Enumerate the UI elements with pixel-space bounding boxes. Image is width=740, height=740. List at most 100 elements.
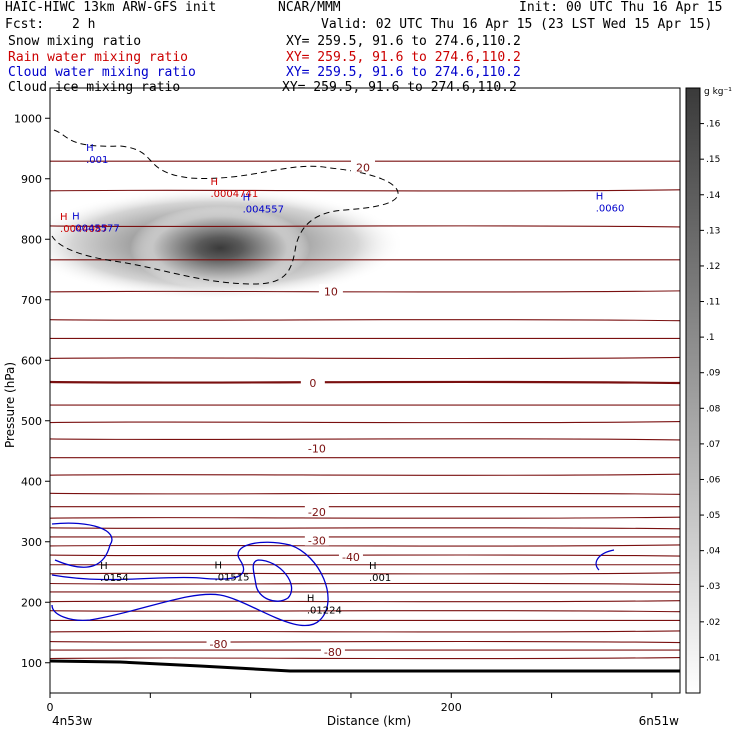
y-tick-label: 900 (21, 173, 42, 186)
isotherm-line (50, 544, 680, 547)
max-value-label: .0060 (596, 203, 625, 214)
isotherm-line (50, 189, 680, 192)
isotherm-line (50, 527, 680, 530)
max-marker: H (596, 191, 604, 202)
colorbar-tick-label: .07 (706, 440, 720, 450)
colorbar-tick-label: .01 (706, 653, 720, 663)
field-xy-cloud-water: XY= 259.5, 91.6 to 274.6,110.2 (286, 65, 521, 80)
colorbar-tick-label: .11 (706, 298, 720, 308)
isotherm-label: -30 (308, 535, 326, 548)
colorbar-ticks: .01 .02 .03 .04 .05 .06 .07 .08 .09 .1 .11 .12 .13 .1… (700, 120, 721, 663)
isotherm-line (50, 610, 680, 613)
temperature-contours (50, 160, 680, 660)
max-value-label: .0044087 (60, 224, 108, 235)
colorbar-tick-label: .02 (706, 618, 720, 628)
isotherm-line (50, 656, 680, 660)
x-axis-label: Distance (km) (327, 714, 411, 728)
colorbar-tick-label: .08 (706, 404, 721, 414)
isotherm-line (50, 356, 680, 360)
max-value-label: .001 (369, 573, 391, 584)
isotherm-line (50, 290, 680, 293)
isotherm-label: -10 (308, 443, 326, 456)
max-marker: H (211, 177, 219, 188)
isotherm-label-bg (304, 441, 329, 454)
isotherm-line (50, 600, 680, 603)
fcst-value: 2 h (72, 17, 96, 32)
x-end-label: 6n51w (639, 714, 680, 728)
isotherm-line (50, 582, 680, 586)
terrain-surface (50, 659, 680, 673)
max-marker: H (369, 561, 377, 572)
title-left: HAIC-HIWC 13km ARW-GFS init (5, 0, 217, 15)
max-marker: H (243, 193, 251, 204)
colorbar-tick-label: .09 (706, 369, 721, 379)
contour-annotations: -80-80-40-30-20-1001020H.0154H.01515H.01… (60, 143, 624, 659)
max-marker: H (60, 212, 68, 223)
field-label-rain: Rain water mixing ratio (8, 50, 189, 65)
max-value-label: .01224 (307, 606, 342, 617)
isotherm-label-bg (350, 160, 375, 173)
isotherm-line (50, 421, 680, 424)
cloud-ice-contour (51, 129, 399, 285)
y-tick-label: 300 (21, 536, 42, 549)
isotherm-line (50, 516, 680, 519)
isotherm-line (50, 572, 680, 575)
isotherm-label: 20 (356, 161, 370, 174)
y-tick-label: 800 (21, 233, 42, 246)
max-marker: H (100, 561, 108, 572)
valid-time: Valid: 02 UTC Thu 16 Apr 15 (23 LST Wed … (321, 17, 713, 32)
isotherm-line (50, 640, 680, 644)
y-tick-label: 600 (21, 354, 42, 367)
colorbar-tick-label: .03 (706, 582, 720, 592)
isotherm-label-bg (206, 636, 231, 649)
isotherm-line (50, 630, 680, 633)
isotherm-line (50, 492, 680, 495)
isotherm-label-bg (318, 284, 343, 297)
y-axis-label: Pressure (hPa) (3, 362, 17, 448)
field-label-cloud-water: Cloud water mixing ratio (8, 65, 196, 80)
x-tick-label: 0 (47, 701, 54, 714)
y-tick-label: 500 (21, 415, 42, 428)
field-xy-snow: XY= 259.5, 91.6 to 274.6,110.2 (286, 34, 521, 49)
isotherm-line (50, 438, 680, 441)
max-marker: H (307, 594, 315, 605)
isotherm-label: -40 (342, 551, 360, 564)
org-label: NCAR/MMM (278, 0, 341, 15)
isotherm-label: -20 (308, 506, 326, 519)
max-marker: H (215, 560, 223, 571)
cloud-water-contour-1 (51, 522, 113, 568)
isotherm-line (50, 225, 680, 228)
colorbar-tick-label: .13 (706, 226, 720, 236)
y-tick-label: 700 (21, 294, 42, 307)
x-start-label: 4n53w (52, 714, 93, 728)
y-tick-label: 100 (21, 657, 42, 670)
y-axis: 100 200 300 400 500 600 700 800 900 1000 (14, 112, 50, 670)
max-marker: H (72, 211, 80, 222)
isotherm-line (50, 380, 680, 385)
colorbar (685, 87, 701, 694)
field-label-snow: Snow mixing ratio (8, 34, 142, 49)
cloud-water-contour-3 (252, 559, 293, 602)
y-tick-label: 400 (21, 475, 42, 488)
colorbar-tick-label: .1 (706, 333, 715, 343)
isotherm-line (50, 473, 680, 476)
colorbar-unit: g kg⁻¹ (704, 87, 732, 97)
fcst-label: Fcst: (5, 17, 45, 32)
isotherm-label-bg (304, 533, 329, 546)
colorbar-tick-label: .12 (706, 262, 720, 272)
isotherm-label-bg (304, 505, 329, 518)
init-time: Init: 00 UTC Thu 16 Apr 15 (519, 0, 723, 15)
max-value-label: .0004741 (211, 189, 259, 200)
cloud-water-contour-right (595, 549, 615, 571)
max-value-label: .0154 (100, 573, 129, 584)
max-value-label: .001 (86, 155, 108, 166)
colorbar-tick-label: .15 (706, 155, 720, 165)
isotherm-line (50, 319, 680, 322)
max-marker: H (86, 143, 94, 154)
colorbar-tick-label: .16 (706, 120, 721, 130)
max-value-label: .004557 (243, 205, 284, 216)
max-value-label: .01515 (215, 572, 250, 583)
colorbar-tick-label: .05 (706, 511, 720, 521)
isotherm-label: 0 (309, 377, 316, 390)
